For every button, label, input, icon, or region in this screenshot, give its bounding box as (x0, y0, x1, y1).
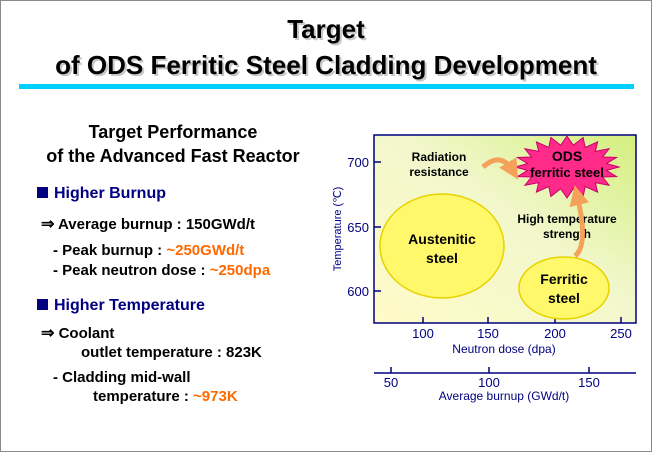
burnup-tick-label: 50 (384, 375, 398, 390)
radiation-resistance-line2: resistance (409, 165, 469, 179)
austenitic-label-line1: Austenitic (408, 231, 476, 247)
peak-burnup-line: - Peak burnup : ~250GWd/t (53, 242, 244, 259)
target-performance-heading: Target Performance (88, 122, 258, 142)
austenitic-steel-bubble (379, 193, 505, 299)
bullet-square-icon (37, 187, 48, 198)
average-burnup-text: Average burnup : 150GWd/t (58, 216, 256, 233)
bullet-square-icon (37, 299, 48, 310)
austenitic-label-line2: steel (426, 250, 458, 266)
peak-burnup-value: ~250GWd/t (166, 242, 245, 259)
coolant-line: ⇒ Coolant (41, 323, 114, 343)
y-tick-label: 600 (347, 284, 369, 299)
ferritic-steel-bubble (518, 256, 610, 320)
coolant-outlet-line: outlet temperature : 823K (81, 344, 262, 361)
burnup-tick-label: 150 (578, 375, 600, 390)
x-axis: 100 150 200 250 Neutron dose (dpa) (412, 317, 632, 356)
higher-temperature-heading: Higher Temperature (37, 297, 205, 315)
cladding-line: - Cladding mid-wall (53, 369, 191, 386)
cladding-temp-line: temperature : ~973K (93, 388, 238, 405)
high-temperature-line1: High temperature (517, 212, 617, 226)
x-axis-label: Neutron dose (dpa) (452, 342, 555, 356)
higher-burnup-heading: Higher Burnup (37, 185, 166, 203)
burnup-tick-label: 100 (478, 375, 500, 390)
target-performance-subheading: of the Advanced Fast Reactor (46, 146, 300, 166)
coolant-label: Coolant (58, 325, 115, 342)
slide-title: Target (287, 14, 365, 44)
x-tick-label: 150 (477, 326, 499, 341)
x-tick-label: 250 (610, 326, 632, 341)
peak-burnup-label: - Peak burnup : (53, 242, 163, 259)
radiation-arrow-icon (481, 157, 519, 180)
ferritic-label-line1: Ferritic (540, 271, 588, 287)
strength-arrow-icon (569, 185, 590, 258)
high-temperature-line2: strength (543, 227, 591, 241)
y-tick-label: 650 (347, 220, 369, 235)
higher-temperature-label: Higher Temperature (54, 297, 205, 314)
burnup-axis-label: Average burnup (GWd/t) (439, 389, 570, 403)
cladding-temp-label: temperature : (93, 388, 189, 405)
implies-arrow-icon: ⇒ (41, 216, 55, 233)
slide-subtitle: of ODS Ferritic Steel Cladding Developme… (55, 50, 597, 80)
y-axis: 700 650 600 Temperature (℃) (332, 155, 381, 299)
y-axis-label: Temperature (℃) (332, 187, 344, 272)
cladding-temp-value: ~973K (193, 388, 238, 405)
burnup-axis: 50 100 150 Average burnup (GWd/t) (374, 367, 636, 403)
ods-label-line2: ferritic steel (530, 165, 604, 180)
ferritic-label-line2: steel (548, 290, 580, 306)
peak-dose-value: ~250dpa (209, 262, 271, 279)
implies-arrow-icon: ⇒ (41, 325, 55, 342)
y-tick-label: 700 (347, 155, 369, 170)
title-divider (19, 84, 634, 89)
peak-dose-label: - Peak neutron dose : (53, 262, 206, 279)
ods-label-line1: ODS (552, 148, 582, 164)
higher-burnup-label: Higher Burnup (54, 185, 166, 202)
x-tick-label: 100 (412, 326, 434, 341)
average-burnup-line: ⇒ Average burnup : 150GWd/t (41, 214, 255, 234)
peak-dose-line: - Peak neutron dose : ~250dpa (53, 262, 270, 279)
ods-starburst-icon (513, 135, 621, 199)
radiation-resistance-line1: Radiation (412, 150, 467, 164)
x-tick-label: 200 (544, 326, 566, 341)
